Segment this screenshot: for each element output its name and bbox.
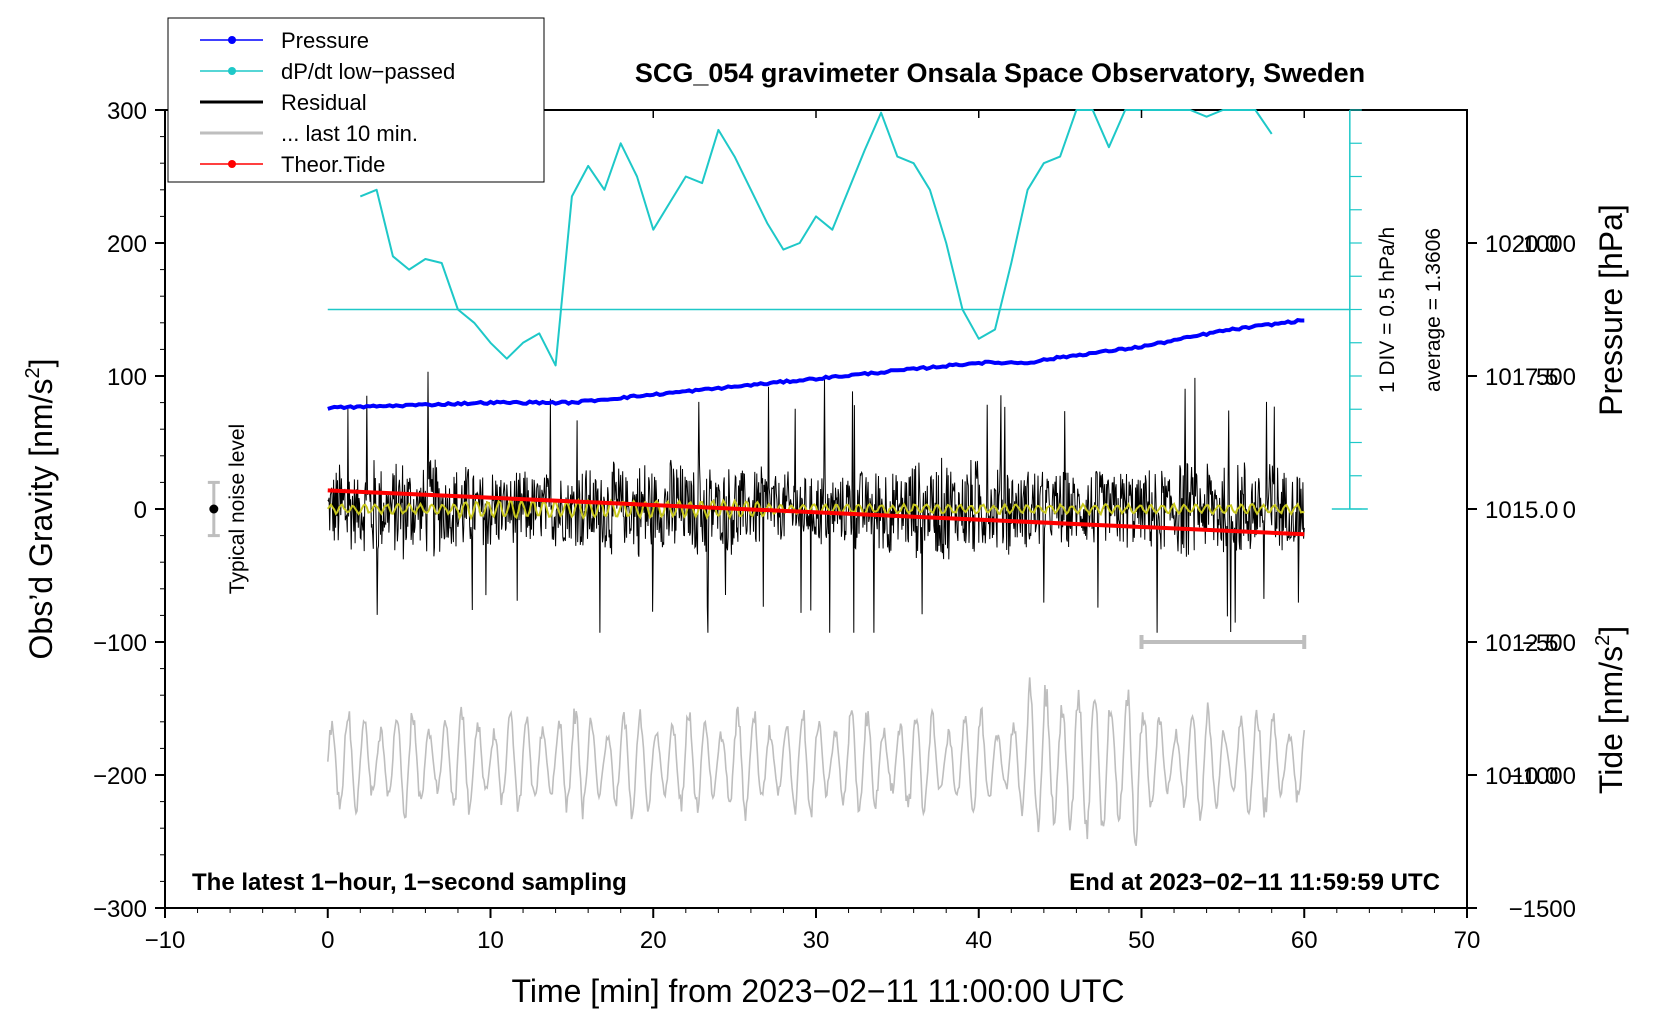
legend-marker xyxy=(228,160,236,168)
tide-axis-ticks: 1000 500 0 −500 −1000 −1500 xyxy=(1467,231,1576,923)
x-tick-label: 30 xyxy=(803,927,830,954)
tide-tick-label: 500 xyxy=(1536,364,1576,391)
y-tick-label: 200 xyxy=(107,231,147,258)
tide-tick-label: 1000 xyxy=(1523,231,1576,258)
legend-label: Theor.Tide xyxy=(281,152,385,177)
legend-box xyxy=(167,17,545,183)
x-tick-label: 70 xyxy=(1454,927,1481,954)
residual-line xyxy=(327,371,1305,633)
noise-level-label: Typical noise level xyxy=(226,424,249,594)
y-tick-label: −100 xyxy=(93,630,147,657)
noise-level-marker xyxy=(207,480,220,538)
pressure-tick-label: 1020.0 xyxy=(1485,231,1558,258)
x-tick-label: 40 xyxy=(965,927,992,954)
y-tick-label: 300 xyxy=(107,98,147,125)
legend-marker xyxy=(228,36,236,44)
tide-series xyxy=(327,488,1305,537)
tide-tick-label: −500 xyxy=(1522,630,1576,657)
x-tick-label: 10 xyxy=(477,927,504,954)
legend-marker xyxy=(228,67,236,75)
dpdt-scale-label: 1 DIV = 0.5 hPa/h xyxy=(1376,227,1399,393)
y-tick-label: 100 xyxy=(107,364,147,391)
y-tick-label: 0 xyxy=(134,497,147,524)
last-10-min-series xyxy=(327,677,1306,847)
pressure-axis-title: Pressure [hPa] xyxy=(1593,204,1629,416)
x-tick-label: 0 xyxy=(321,927,334,954)
tide-tick-label: 0 xyxy=(1563,497,1576,524)
legend-label: Pressure xyxy=(281,28,369,53)
dpdt-series xyxy=(359,109,1273,367)
dpdt-average-label: average = 1.3606 xyxy=(1422,228,1445,392)
pressure-axis-ticks: 1020.0 1017.5 1015.0 1012.5 1010.0 xyxy=(1467,231,1558,790)
x-axis-ticks: −10 0 10 20 30 40 50 60 70 xyxy=(145,110,1481,954)
legend-label: ... last 10 min. xyxy=(281,121,418,146)
pressure-tick-label: 1010.0 xyxy=(1485,763,1558,790)
bottom-left-note: The latest 1−hour, 1−second sampling xyxy=(192,869,627,896)
y-axis-title: Obs’d Gravity [nm/s2] xyxy=(22,359,59,660)
legend: Pressure dP/dt low−passed Residual ... last… xyxy=(167,17,545,183)
chart-title: SCG_054 gravimeter Onsala Space Observat… xyxy=(635,58,1365,88)
residual-smoothed-series xyxy=(327,497,1305,521)
residual-series xyxy=(327,371,1305,633)
dpdt-line xyxy=(359,109,1273,367)
x-tick-label: −10 xyxy=(145,927,186,954)
dpdt-scale-bar xyxy=(1331,109,1368,510)
time-window-marker xyxy=(1139,635,1307,649)
pressure-series xyxy=(327,318,1305,411)
tide-line xyxy=(327,488,1305,537)
x-tick-label: 50 xyxy=(1128,927,1155,954)
tide-tick-label: −1500 xyxy=(1509,896,1576,923)
tide-axis-title: Tide [nm/s2] xyxy=(1592,626,1629,794)
legend-label: dP/dt low−passed xyxy=(281,59,455,84)
pressure-line xyxy=(327,318,1305,411)
x-axis-title: Time [min] from 2023−02−11 11:00:00 UTC xyxy=(511,973,1124,1009)
y-axis-ticks: 300 200 100 0 −100 −200 −300 xyxy=(93,98,165,923)
pressure-tick-label: 1015.0 xyxy=(1485,497,1558,524)
y-tick-label: −300 xyxy=(93,896,147,923)
pressure-tick-label: 1017.5 xyxy=(1485,364,1558,391)
pressure-tick-label: 1012.5 xyxy=(1485,630,1558,657)
x-tick-label: 20 xyxy=(640,927,667,954)
y-tick-label: −200 xyxy=(93,763,147,790)
smoothed-line xyxy=(327,497,1305,521)
bottom-right-note: End at 2023−02−11 11:59:59 UTC xyxy=(1069,869,1440,896)
legend-label: Residual xyxy=(281,90,367,115)
x-tick-label: 60 xyxy=(1291,927,1318,954)
last-10-min-line xyxy=(327,677,1306,847)
tide-tick-label: −1000 xyxy=(1509,763,1576,790)
noise-dot xyxy=(209,504,219,514)
